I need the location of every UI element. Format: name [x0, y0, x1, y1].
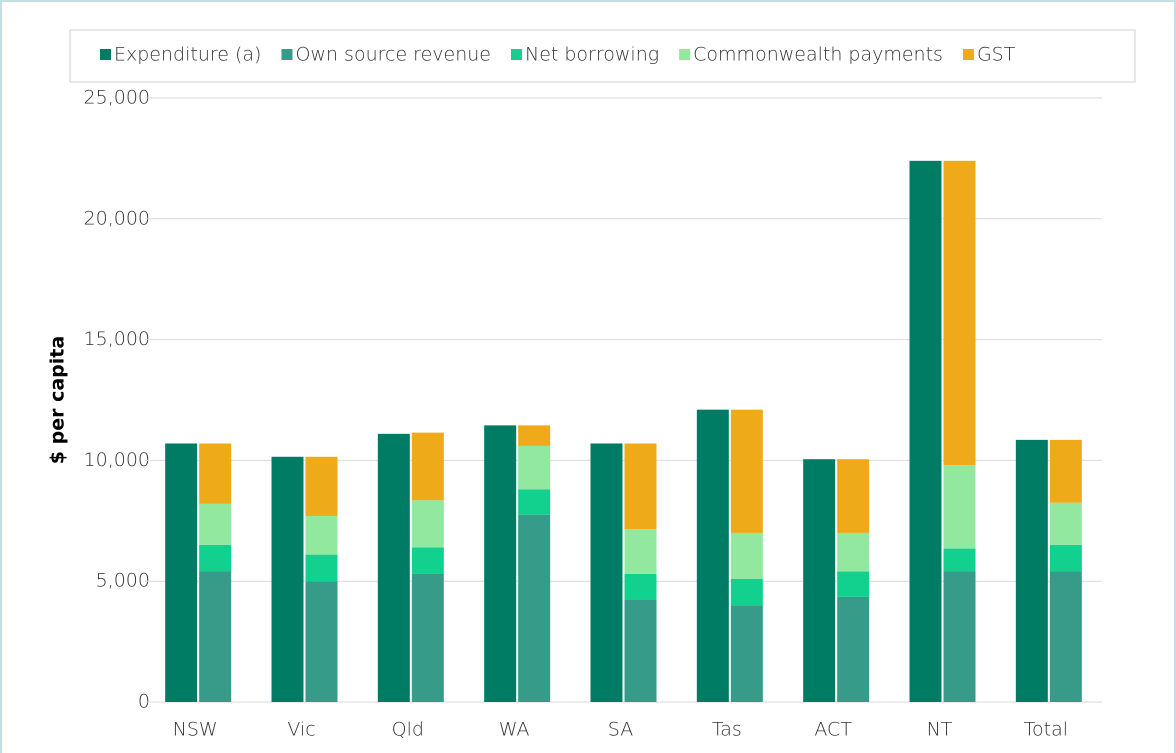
- bar: [909, 160, 942, 703]
- bar-segment: [837, 459, 870, 533]
- bar-segment: [837, 596, 870, 702]
- bar-segment: [1049, 439, 1082, 503]
- bar: [803, 459, 836, 702]
- y-tick-label: 5,000: [96, 570, 150, 592]
- bar-segment: [624, 443, 657, 530]
- y-tick-label: 0: [138, 691, 150, 713]
- bar-segment: [411, 432, 444, 501]
- bar: [165, 443, 198, 702]
- legend-label: Expenditure (a): [114, 44, 261, 66]
- bar: [696, 409, 729, 702]
- bar-segment: [199, 503, 232, 545]
- x-tick-label: Total: [1024, 719, 1068, 741]
- legend-label: GST: [977, 44, 1016, 66]
- bar-segment: [943, 548, 976, 572]
- y-tick-label: 25,000: [84, 87, 150, 109]
- x-tick-label: ACT: [814, 719, 852, 741]
- bar: [1015, 439, 1048, 702]
- bar: [484, 425, 517, 702]
- bar-segment: [1049, 571, 1082, 702]
- bar-segment: [518, 514, 551, 702]
- y-tick-label: 20,000: [84, 207, 150, 229]
- bar-segment: [730, 578, 763, 606]
- x-tick-label: SA: [608, 719, 633, 741]
- x-tick-label: Qld: [392, 719, 424, 741]
- bar-segment: [518, 445, 551, 490]
- y-tick-label: 15,000: [84, 328, 150, 350]
- x-tick-label: WA: [499, 719, 530, 741]
- bar-segment: [943, 571, 976, 702]
- bar-segment: [305, 554, 338, 582]
- bar-segment: [730, 605, 763, 702]
- bar: [377, 433, 410, 702]
- bar-segment: [1049, 502, 1082, 545]
- bar-segment: [837, 571, 870, 597]
- bar-segment: [730, 532, 763, 579]
- bar-segment: [943, 465, 976, 549]
- legend-box: [69, 29, 1136, 83]
- bar: [590, 443, 623, 702]
- bar-segment: [199, 544, 232, 572]
- y-tick-label: 10,000: [84, 449, 150, 471]
- legend-swatch: [679, 49, 691, 60]
- legend-swatch: [962, 49, 974, 60]
- bar-segment: [199, 443, 232, 504]
- bar-segment: [305, 456, 338, 516]
- bar-segment: [305, 581, 338, 702]
- legend-label: Own source revenue: [295, 44, 491, 66]
- x-tick-label: Tas: [712, 719, 742, 741]
- bar-segment: [411, 547, 444, 574]
- bar-segment: [837, 532, 870, 572]
- bar-segment: [199, 571, 232, 702]
- bar-segment: [730, 409, 763, 533]
- bar-segment: [411, 500, 444, 548]
- bar-segment: [1049, 544, 1082, 572]
- bar-segment: [518, 425, 551, 446]
- x-tick-label: NT: [927, 719, 953, 741]
- legend-label: Commonwealth payments: [693, 44, 943, 66]
- bar: [271, 456, 304, 702]
- y-axis-label: $ per capita: [47, 336, 69, 464]
- legend-swatch: [281, 49, 293, 60]
- bar-segment: [411, 573, 444, 702]
- bar-segment: [518, 489, 551, 515]
- bar-segment: [624, 529, 657, 574]
- x-tick-label: NSW: [173, 719, 218, 741]
- bar-segment: [624, 599, 657, 702]
- bar-segment: [305, 515, 338, 555]
- x-tick-label: Vic: [287, 719, 315, 741]
- legend-swatch: [510, 49, 522, 60]
- legend-label: Net borrowing: [525, 44, 659, 66]
- legend-swatch: [100, 49, 111, 60]
- bar-segment: [943, 160, 976, 466]
- bar-segment: [624, 573, 657, 600]
